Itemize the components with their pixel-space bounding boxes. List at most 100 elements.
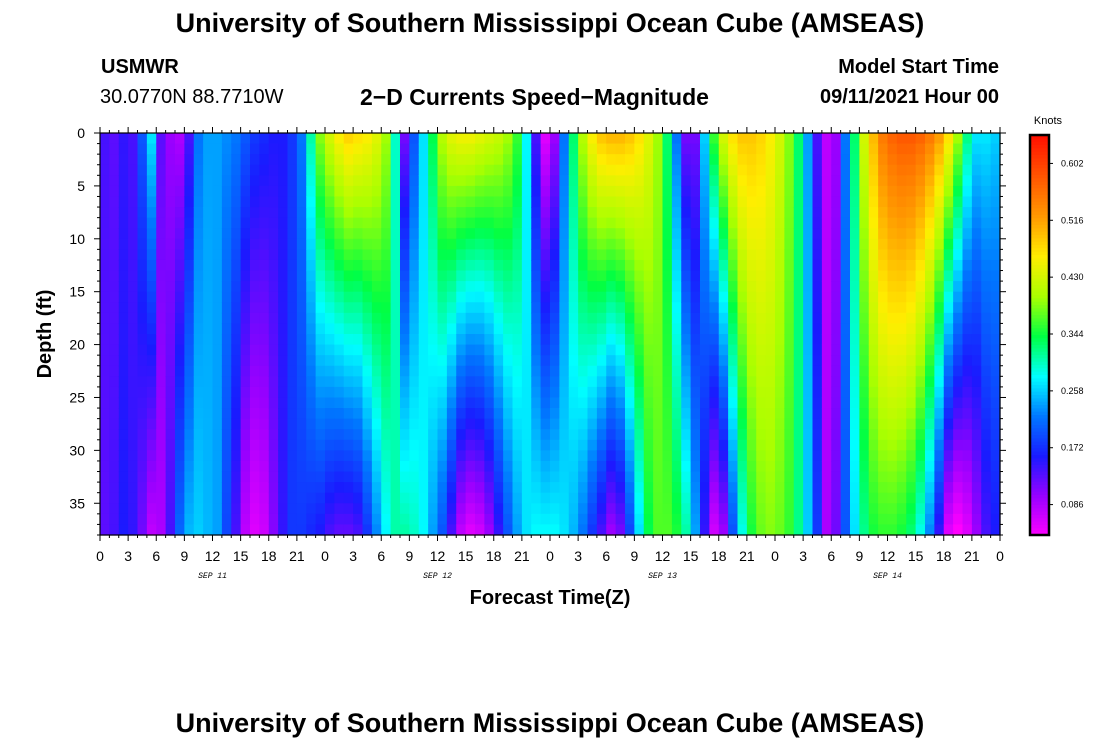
heat-cell [390,503,401,515]
heat-cell [615,217,626,229]
heat-cell [803,355,814,367]
heat-cell [653,386,664,399]
heat-cell [971,164,982,176]
heat-cell [371,524,382,536]
heat-cell [971,408,982,420]
heat-cell [503,408,514,420]
heat-cell [568,334,579,346]
heat-cell [775,492,785,504]
x-tick-label: 12 [880,548,896,564]
heat-cell [559,238,570,250]
heat-cell [203,334,214,346]
heat-cell [212,397,223,409]
heat-cell [850,154,860,166]
heat-cell [503,291,514,303]
heat-cell [850,376,860,388]
heat-cell [381,323,392,335]
heat-cell [400,482,410,494]
heat-cell [409,450,420,462]
heat-cell [296,259,307,272]
heat-cell [840,376,851,388]
heat-cell [953,450,964,462]
heat-cell [184,408,195,420]
heat-cell [971,460,982,473]
heat-cell [540,471,551,483]
heat-cell [568,376,579,388]
heat-cell [550,365,560,377]
heat-cell [184,281,195,293]
heat-cell [887,154,898,166]
heat-cell [700,270,710,282]
heat-cell [287,133,298,145]
heat-cell [175,397,185,409]
heat-cell [615,471,626,483]
colorbar-band [1030,531,1049,536]
heat-cell [137,386,148,399]
colorbar-band [1030,491,1049,496]
heat-cell [934,164,945,176]
heat-cell [512,133,523,145]
heat-cell [859,185,870,198]
heat-cell [990,492,1001,504]
heat-cell [175,249,185,261]
x-tick-label: 3 [124,548,132,564]
heat-cell [812,196,823,208]
heat-cell [381,281,392,293]
heat-cell [259,196,270,208]
heat-cell [934,133,945,145]
station-coordinates: 30.0770N 88.7710W [100,86,284,108]
heat-cell [896,460,907,473]
heat-cell [887,397,898,409]
heat-cell [353,185,364,198]
heat-cell [831,365,842,377]
heat-cell [878,365,889,377]
heat-cell [484,228,495,240]
heat-cell [240,133,251,145]
heat-cell [671,154,682,166]
heat-cell [137,450,148,462]
heat-cell [756,312,767,325]
colorbar-band [1030,355,1049,359]
heat-cell [568,302,579,314]
heat-cell [803,365,814,377]
heat-cell [315,482,326,494]
heat-cell [400,344,410,356]
heat-cell [306,386,317,399]
heat-cell [268,450,279,462]
heat-cell [465,133,476,145]
heat-cell [971,524,982,536]
heat-cell [437,238,448,250]
heat-cell [128,143,139,155]
heat-cell [353,164,364,176]
heat-cell [896,418,907,430]
heat-cell [137,270,148,282]
heat-cell [690,185,701,198]
heat-cell [925,270,935,282]
heat-cell [653,259,664,272]
heat-cell [559,164,570,176]
heat-cell [353,386,364,399]
heat-cell [343,281,354,293]
heat-cell [184,429,195,441]
heat-cell [343,365,354,377]
heat-cell [681,450,692,462]
heat-cell [971,185,982,198]
heat-cell [925,344,935,356]
heat-cell [409,312,420,325]
heat-cell [137,175,148,187]
heat-cell [475,164,485,176]
heat-cell [409,164,420,176]
heat-cell [943,217,954,229]
heat-cell [596,312,607,325]
heat-cell [625,513,635,526]
heat-cell [475,471,485,483]
heat-cell [840,196,851,208]
heat-cell [793,259,804,272]
heat-cell [203,365,214,377]
heat-cell [925,365,935,377]
heat-cell [165,164,176,176]
heat-cell [943,196,954,208]
heat-cell [428,524,439,536]
heat-cell [596,143,607,155]
heat-cell [146,344,157,356]
